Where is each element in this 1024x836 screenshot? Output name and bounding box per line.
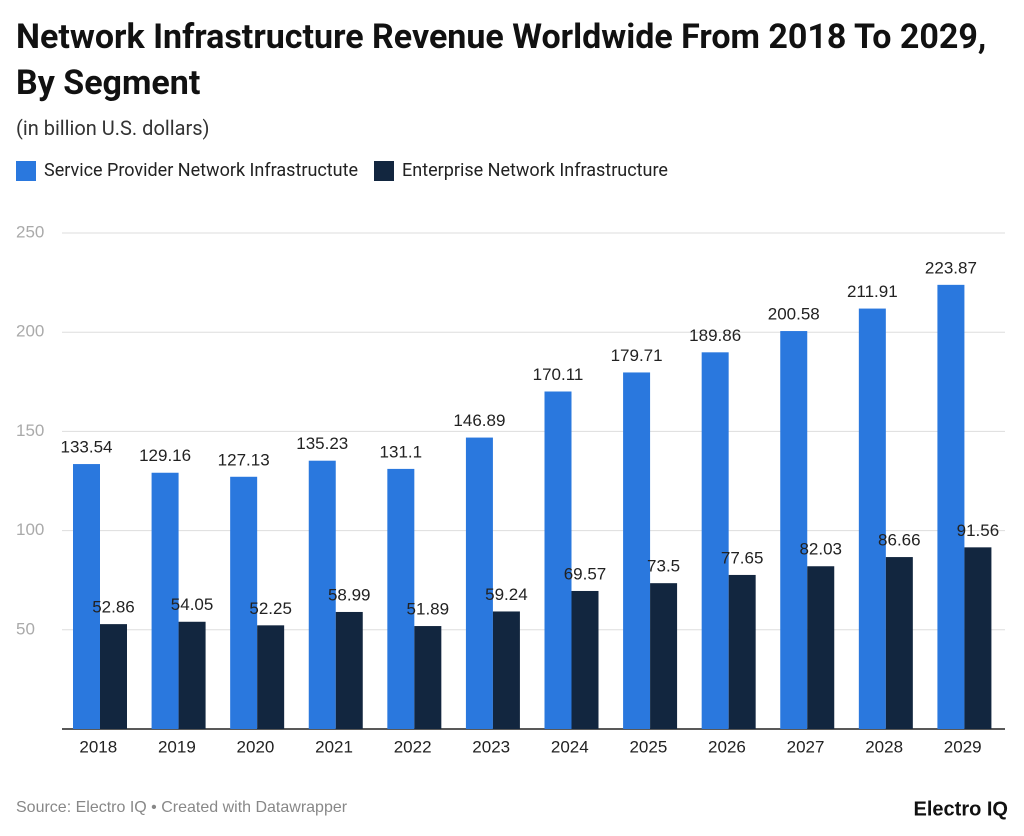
data-label: 77.65 bbox=[721, 548, 764, 567]
bar bbox=[257, 625, 285, 729]
bar bbox=[151, 472, 179, 729]
y-tick-label: 50 bbox=[16, 619, 35, 638]
y-tick-label: 150 bbox=[16, 421, 44, 440]
bar bbox=[623, 372, 651, 729]
data-label: 135.23 bbox=[296, 434, 348, 453]
data-label: 59.24 bbox=[485, 585, 528, 604]
chart-subtitle: (in billion U.S. dollars) bbox=[16, 116, 210, 140]
data-label: 91.56 bbox=[957, 521, 1000, 540]
logo: Electro IQ bbox=[914, 798, 1008, 820]
data-label: 58.99 bbox=[328, 585, 371, 604]
x-tick-label: 2018 bbox=[79, 737, 117, 756]
source: Source: Electro IQ • Created with Datawr… bbox=[16, 799, 348, 816]
bar bbox=[571, 590, 599, 729]
legend-swatch bbox=[374, 160, 395, 181]
data-label: 129.16 bbox=[139, 446, 191, 465]
data-label: 223.87 bbox=[925, 258, 977, 277]
y-tick-label: 250 bbox=[16, 222, 44, 241]
data-label: 189.86 bbox=[689, 326, 741, 345]
y-tick-label: 100 bbox=[16, 520, 44, 539]
data-label: 127.13 bbox=[218, 450, 270, 469]
bar bbox=[492, 611, 520, 729]
x-tick-label: 2028 bbox=[865, 737, 903, 756]
data-label: 200.58 bbox=[768, 305, 820, 324]
data-label: 211.91 bbox=[847, 282, 898, 301]
bar bbox=[178, 621, 206, 729]
x-tick-label: 2029 bbox=[944, 737, 982, 756]
bar bbox=[465, 437, 493, 729]
bar bbox=[100, 624, 127, 729]
bar bbox=[807, 566, 835, 729]
bar bbox=[964, 547, 992, 729]
legend-item: Service Provider Network Infrastructute bbox=[16, 160, 358, 181]
x-tick-label: 2024 bbox=[551, 737, 589, 756]
bar bbox=[73, 464, 100, 729]
bar bbox=[414, 626, 442, 729]
bar bbox=[728, 574, 756, 729]
data-label: 133.54 bbox=[61, 438, 113, 457]
data-label: 54.05 bbox=[171, 595, 214, 614]
bar bbox=[308, 460, 336, 729]
bar bbox=[544, 391, 572, 729]
bar bbox=[650, 583, 678, 729]
chart-title: Network Infrastructure Revenue Worldwide… bbox=[16, 17, 987, 103]
data-label: 82.03 bbox=[799, 540, 842, 559]
bar bbox=[701, 352, 729, 729]
x-tick-label: 2025 bbox=[629, 737, 667, 756]
x-tick-label: 2020 bbox=[237, 737, 275, 756]
legend-label: Service Provider Network Infrastructute bbox=[44, 160, 359, 181]
bar bbox=[858, 308, 886, 729]
y-tick-label: 200 bbox=[16, 322, 44, 341]
data-label: 52.86 bbox=[92, 598, 135, 617]
x-tick-label: 2022 bbox=[394, 737, 432, 756]
bar bbox=[335, 611, 363, 729]
data-label: 146.89 bbox=[453, 411, 505, 430]
x-tick-label: 2021 bbox=[315, 737, 353, 756]
data-label: 131.1 bbox=[380, 442, 423, 461]
legend: Service Provider Network Infrastructute E… bbox=[16, 160, 668, 181]
x-tick-label: 2027 bbox=[787, 737, 825, 756]
legend-label: Enterprise Network Infrastructure bbox=[402, 160, 668, 181]
x-tick-label: 2026 bbox=[708, 737, 746, 756]
data-label: 73.5 bbox=[647, 557, 680, 576]
legend-swatch bbox=[16, 160, 36, 181]
data-label: 52.25 bbox=[249, 599, 292, 618]
legend-item: Enterprise Network Infrastructure bbox=[374, 160, 668, 181]
data-label: 69.57 bbox=[564, 564, 607, 583]
data-label: 170.11 bbox=[533, 365, 584, 384]
data-label: 51.89 bbox=[407, 600, 450, 619]
data-label: 179.71 bbox=[611, 346, 663, 365]
bar bbox=[387, 468, 415, 729]
bar bbox=[937, 284, 965, 729]
x-tick-label: 2019 bbox=[158, 737, 196, 756]
data-label: 86.66 bbox=[878, 531, 921, 550]
bar bbox=[885, 557, 913, 729]
x-tick-label: 2023 bbox=[472, 737, 510, 756]
bar bbox=[230, 476, 258, 729]
bar bbox=[780, 331, 808, 729]
